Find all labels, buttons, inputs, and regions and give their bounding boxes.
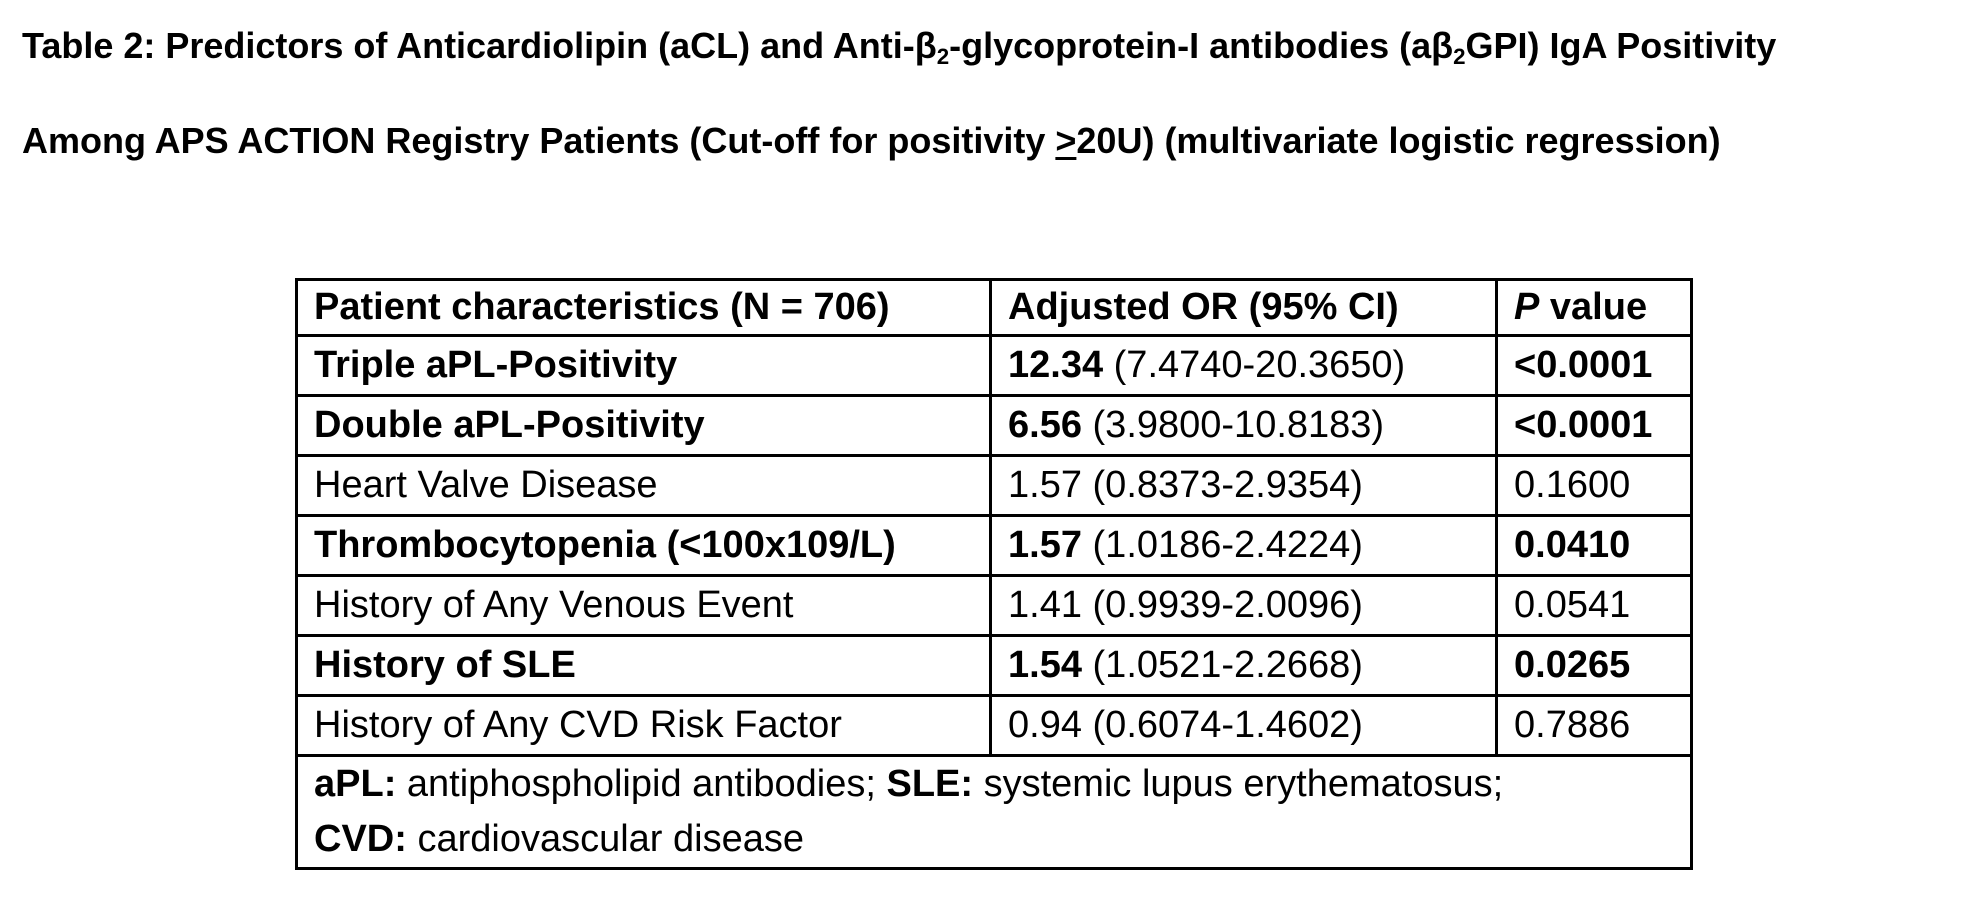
or-value: 1.41 (1008, 584, 1082, 626)
footnote-line-2: CVD: cardiovascular disease (314, 812, 1684, 866)
or-ci-cell: 1.41 (0.9939-2.0096) (989, 574, 1498, 637)
table-row-thrombocytopenia: Thrombocytopenia (<100x109/L) 1.57 (1.01… (295, 514, 1693, 577)
table-row-triple-apl-positivity: Triple aPL-Positivity 12.34 (7.4740-20.3… (295, 334, 1693, 397)
p-value-cell: 0.7886 (1495, 694, 1693, 757)
table-caption-line-1: Table 2: Predictors of Anticardiolipin (… (22, 4, 1776, 99)
row-label-cell: Heart Valve Disease (295, 454, 992, 517)
row-label-cell: Double aPL-Positivity (295, 394, 992, 457)
ci-value: (0.6074-1.4602) (1081, 704, 1363, 746)
caption-text: -glycoprotein-I antibodies (aβ (949, 25, 1454, 66)
ci-value: (3.9800-10.8183) (1081, 404, 1385, 446)
table-row-history-cvd-risk-factor: History of Any CVD Risk Factor 0.94 (0.6… (295, 694, 1693, 757)
footnote-line-1: aPL: antiphospholipid antibodies; SLE: s… (314, 759, 1684, 813)
greater-equal-sign: > (1055, 120, 1077, 162)
footnote-row: aPL: antiphospholipid antibodies; SLE: s… (295, 754, 1693, 870)
header-row: Patient characteristics (N = 706) Adjust… (295, 278, 1693, 337)
results-table: Patient characteristics (N = 706) Adjust… (295, 278, 1693, 870)
caption-text: Among APS ACTION Registry Patients (Cut-… (22, 120, 1056, 162)
beta-subscript: 2 (936, 44, 950, 70)
row-label-cell: History of Any Venous Event (295, 574, 992, 637)
abbrev-cvd-definition: cardiovascular disease (406, 818, 804, 860)
or-value: 1.57 (1008, 464, 1082, 506)
row-label-cell: History of Any CVD Risk Factor (295, 694, 992, 757)
or-ci-cell: 0.94 (0.6074-1.4602) (989, 694, 1498, 757)
table-caption-line-2: Among APS ACTION Registry Patients (Cut-… (22, 99, 1776, 183)
caption-text: GPI) IgA Positivity (1465, 25, 1777, 66)
results-table-container: Patient characteristics (N = 706) Adjust… (295, 278, 1693, 870)
or-value: 12.34 (1008, 344, 1104, 386)
row-label-cell: Triple aPL-Positivity (295, 334, 992, 397)
or-value: 0.94 (1008, 704, 1082, 746)
p-value-cell: <0.0001 (1495, 394, 1693, 457)
table-row-double-apl-positivity: Double aPL-Positivity 6.56 (3.9800-10.81… (295, 394, 1693, 457)
row-label-cell: Thrombocytopenia (<100x109/L) (295, 514, 992, 577)
header-patient-characteristics: Patient characteristics (N = 706) (295, 278, 992, 337)
p-value-cell: 0.0541 (1495, 574, 1693, 637)
abbrev-apl-definition: antiphospholipid antibodies; (396, 763, 887, 805)
header-adjusted-or: Adjusted OR (95% CI) (989, 278, 1498, 337)
table-caption: Table 2: Predictors of Anticardiolipin (… (22, 4, 1776, 183)
caption-text: Table 2: Predictors of Anticardiolipin (… (22, 25, 937, 66)
p-value-word: value (1539, 286, 1648, 328)
footnote-cell: aPL: antiphospholipid antibodies; SLE: s… (295, 754, 1693, 870)
abbrev-sle-definition: systemic lupus erythematosus; (973, 763, 1504, 805)
or-value: 1.57 (1008, 524, 1082, 566)
abbrev-cvd: CVD: (314, 818, 407, 860)
p-value-cell: <0.0001 (1495, 334, 1693, 397)
or-ci-cell: 12.34 (7.4740-20.3650) (989, 334, 1498, 397)
or-ci-cell: 1.54 (1.0521-2.2668) (989, 634, 1498, 697)
or-ci-cell: 1.57 (0.8373-2.9354) (989, 454, 1498, 517)
abbrev-sle: SLE: (886, 763, 974, 805)
ci-value: (1.0186-2.4224) (1081, 524, 1363, 566)
table-row-history-sle: History of SLE 1.54 (1.0521-2.2668) 0.02… (295, 634, 1693, 697)
header-p-value: P value (1495, 278, 1693, 337)
ci-value: (1.0521-2.2668) (1081, 644, 1363, 686)
ci-value: (0.9939-2.0096) (1081, 584, 1363, 626)
or-value: 1.54 (1008, 644, 1082, 686)
or-value: 6.56 (1008, 404, 1082, 446)
row-label-cell: History of SLE (295, 634, 992, 697)
p-symbol: P (1514, 286, 1540, 328)
table-row-heart-valve-disease: Heart Valve Disease 1.57 (0.8373-2.9354)… (295, 454, 1693, 517)
ci-value: (0.8373-2.9354) (1081, 464, 1363, 506)
p-value-cell: 0.0410 (1495, 514, 1693, 577)
or-ci-cell: 6.56 (3.9800-10.8183) (989, 394, 1498, 457)
p-value-cell: 0.0265 (1495, 634, 1693, 697)
or-ci-cell: 1.57 (1.0186-2.4224) (989, 514, 1498, 577)
table-row-history-venous-event: History of Any Venous Event 1.41 (0.9939… (295, 574, 1693, 637)
p-value-cell: 0.1600 (1495, 454, 1693, 517)
abbrev-apl: aPL: (314, 763, 397, 805)
ci-value: (7.4740-20.3650) (1103, 344, 1406, 386)
beta-subscript: 2 (1453, 44, 1466, 70)
caption-text: 20U) (multivariate logistic regression) (1076, 120, 1721, 162)
